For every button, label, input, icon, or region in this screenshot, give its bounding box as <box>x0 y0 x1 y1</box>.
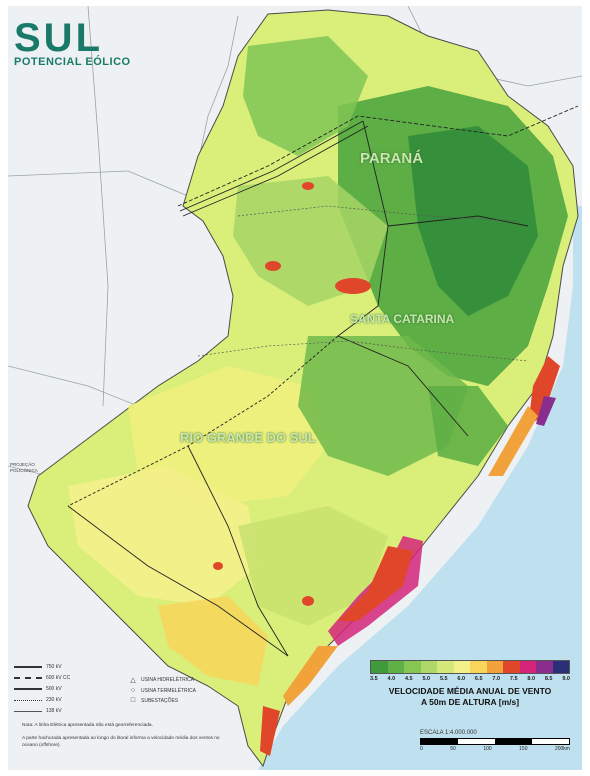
scale-tick-label: 100 <box>483 746 492 752</box>
brand-block: SUL POTENCIAL EÓLICO <box>14 18 131 68</box>
legend-tick-label: 4.5 <box>404 676 413 682</box>
map-svg <box>8 6 582 770</box>
line-legend-row: 600 kV CC <box>14 675 124 681</box>
line-sample-dotted <box>14 699 42 701</box>
transmission-line-legend: 750 kV 600 kV CC 500 kV 230 kV 138 kV <box>14 664 124 719</box>
legend-tick-label: 6.0 <box>457 676 466 682</box>
symbol-legend: △ USINA HIDRELÉTRICA ○ USINA TERMELÉTRICA … <box>128 676 196 707</box>
wind-zones <box>68 36 568 686</box>
substation-icon: □ <box>130 697 136 704</box>
map-notes: Nota: A linha Elétrica apresentada não e… <box>22 722 222 755</box>
symbol-legend-label: USINA HIDRELÉTRICA <box>141 677 195 683</box>
legend-swatch <box>470 661 487 673</box>
scale-tick-label: 150 <box>519 746 528 752</box>
legend-swatch <box>371 661 388 673</box>
region-label-santa-catarina: SANTA CATARINA <box>350 312 455 326</box>
legend-tick-label: 9.0 <box>562 676 570 682</box>
map-title: SUL <box>14 16 103 60</box>
line-legend-row: 230 kV <box>14 697 124 703</box>
coastal-wind-belt <box>260 356 560 756</box>
legend-tick-label: 8.5 <box>544 676 553 682</box>
line-sample-dashed <box>14 677 42 679</box>
legend-title-line1: VELOCIDADE MÉDIA ANUAL DE VENTO <box>388 686 552 696</box>
projection-note: PROJEÇÃO POLICÔNICA <box>10 462 38 473</box>
legend-tick-label: 6.5 <box>474 676 483 682</box>
line-legend-row: 500 kV <box>14 686 124 692</box>
legend-tick-label: 5.0 <box>422 676 431 682</box>
note-line-1: Nota: A linha Elétrica apresentada não e… <box>22 723 153 728</box>
legend-color-bar <box>370 660 570 674</box>
symbol-legend-row: ○ USINA TERMELÉTRICA <box>128 687 196 694</box>
scale-bar-block: ESCALA 1:4.000.000 0 50 100 150 200km <box>420 730 570 752</box>
legend-swatch <box>519 661 536 673</box>
legend-swatch <box>536 661 553 673</box>
legend-swatch <box>552 661 569 673</box>
line-sample-thin <box>14 710 42 712</box>
line-sample-solid <box>14 688 42 690</box>
legend-unit: [m/s] <box>498 697 520 707</box>
line-legend-row: 138 kV <box>14 708 124 714</box>
line-legend-row: 750 kV <box>14 664 124 670</box>
scale-tick-label: 0 <box>420 746 423 752</box>
region-label-rio-grande-do-sul: RIO GRANDE DO SUL <box>180 430 316 445</box>
line-legend-label: 500 kV <box>46 686 62 692</box>
line-sample-solid <box>14 666 42 668</box>
legend-swatch <box>503 661 520 673</box>
legend-swatch <box>387 661 404 673</box>
wind-hotspots <box>213 182 371 606</box>
map-subtitle: POTENCIAL EÓLICO <box>14 56 131 68</box>
line-legend-label: 750 kV <box>46 664 62 670</box>
hydro-plant-icon: △ <box>130 677 136 684</box>
line-legend-label: 230 kV <box>46 697 62 703</box>
scale-bar <box>420 738 570 745</box>
wind-speed-legend: 3.5 4.0 4.5 5.0 5.5 6.0 6.5 7.0 7.5 8.0 8.5 9.0 VEL… <box>370 660 570 708</box>
legend-tick-label: 8.0 <box>527 676 536 682</box>
symbol-legend-row: □ SUBESTAÇÕES <box>128 697 196 704</box>
line-legend-label: 600 kV CC <box>46 675 71 681</box>
transmission-lines <box>67 105 579 657</box>
legend-swatch <box>453 661 470 673</box>
legend-swatch <box>420 661 437 673</box>
legend-ticks: 3.5 4.0 4.5 5.0 5.5 6.0 6.5 7.0 7.5 8.0 8.5 9.0 <box>370 676 570 682</box>
line-legend-label: 138 kV <box>46 708 62 714</box>
legend-title-line2-text: A 50m DE ALTURA <box>420 697 497 707</box>
legend-tick-label: 7.5 <box>509 676 518 682</box>
symbol-legend-label: USINA TERMELÉTRICA <box>141 687 196 694</box>
map-area <box>8 6 582 770</box>
legend-title-line2: A 50m DE ALTURA [m/s] <box>370 697 570 708</box>
ocean <box>258 206 582 770</box>
legend-title: VELOCIDADE MÉDIA ANUAL DE VENTO A 50m DE… <box>370 686 570 708</box>
scale-tick-label: 50 <box>450 746 456 752</box>
legend-swatch <box>437 661 454 673</box>
legend-swatch <box>486 661 503 673</box>
note-line-2: A parte hachurada apresentada ao longo d… <box>22 736 220 748</box>
legend-tick-label: 5.5 <box>439 676 448 682</box>
legend-tick-label: 4.0 <box>387 676 396 682</box>
scale-ticks: 0 50 100 150 200km <box>420 746 570 752</box>
scale-label: ESCALA 1:4.000.000 <box>420 730 477 736</box>
thermal-plant-icon: ○ <box>130 687 136 694</box>
legend-tick-label: 7.0 <box>492 676 501 682</box>
symbol-legend-label: SUBESTAÇÕES <box>141 697 179 704</box>
state-borders <box>197 205 529 362</box>
region-label-parana: PARANÁ <box>360 150 424 167</box>
symbol-legend-row: △ USINA HIDRELÉTRICA <box>128 676 196 684</box>
scale-tick-label: 200km <box>554 746 570 752</box>
legend-swatch <box>404 661 421 673</box>
legend-tick-label: 3.5 <box>370 676 378 682</box>
